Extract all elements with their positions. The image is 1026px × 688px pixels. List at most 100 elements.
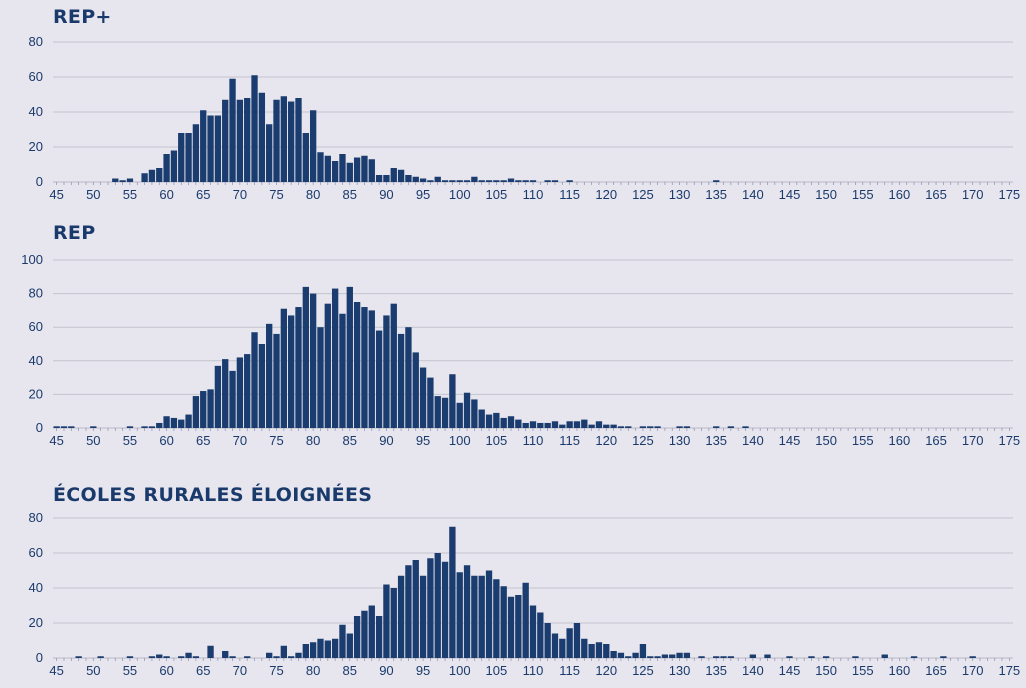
bar <box>610 651 617 658</box>
bar <box>156 654 163 658</box>
bar <box>471 575 478 658</box>
bar <box>493 180 500 182</box>
x-tick-label: 135 <box>705 187 727 202</box>
bar <box>485 570 493 658</box>
bar <box>713 656 720 658</box>
bar <box>412 560 419 658</box>
x-tick-label: 140 <box>742 433 764 448</box>
bar <box>266 323 273 428</box>
bar <box>698 656 705 658</box>
bar <box>463 565 471 658</box>
bar <box>200 110 207 182</box>
bar <box>632 652 639 658</box>
x-tick-label: 95 <box>416 433 430 448</box>
y-tick-label: 80 <box>29 510 43 525</box>
x-tick-label: 110 <box>523 663 544 678</box>
bar <box>280 645 288 658</box>
x-tick-label: 140 <box>742 663 764 678</box>
bar <box>244 656 251 658</box>
y-tick-label: 60 <box>29 545 43 560</box>
bar <box>515 180 522 182</box>
y-tick-label: 0 <box>36 174 43 189</box>
bar <box>720 656 727 658</box>
bar <box>229 656 236 658</box>
bar <box>764 654 771 658</box>
x-tick-label: 160 <box>889 187 911 202</box>
bar <box>544 623 551 658</box>
y-tick-label: 100 <box>21 252 43 267</box>
bar <box>456 572 463 658</box>
bar <box>339 313 346 428</box>
bar <box>170 417 178 428</box>
bar <box>493 579 500 658</box>
bar <box>529 421 537 428</box>
bar <box>339 154 346 182</box>
bar <box>581 419 588 428</box>
bar <box>141 173 148 182</box>
bar <box>441 397 449 428</box>
bar <box>625 656 632 658</box>
bar <box>713 180 720 182</box>
x-tick-label: 135 <box>705 433 727 448</box>
chart-rep-plus: REP+ 0 20 40 60 80 45 50 55 60 65 70 75 80 85 90 95 100 1… <box>0 6 1026 206</box>
bar <box>280 96 288 182</box>
chart-svg-ecoles-rurales: 0 20 40 60 80 45 50 55 60 65 70 75 80 85 90 95 100 105 110… <box>29 510 1021 678</box>
bar <box>449 526 456 658</box>
bar <box>537 422 544 428</box>
bar <box>405 565 412 658</box>
bar <box>361 155 368 182</box>
bar <box>156 422 163 428</box>
bar <box>581 638 588 658</box>
bar <box>266 652 273 658</box>
bar <box>163 656 170 658</box>
x-tick-label: 115 <box>559 433 580 448</box>
x-tick-label: 155 <box>852 187 874 202</box>
y-tick-label: 0 <box>36 650 43 665</box>
y-tick-label: 20 <box>29 139 43 154</box>
bar <box>610 424 617 428</box>
bar <box>317 327 324 428</box>
x-tick-label: 130 <box>669 663 691 678</box>
bar <box>478 575 485 658</box>
bar <box>207 389 214 428</box>
x-tick-label: 125 <box>632 433 654 448</box>
bar <box>639 644 647 658</box>
bar <box>529 180 537 182</box>
bar <box>192 396 200 428</box>
bar <box>463 180 471 182</box>
x-tick-label: 145 <box>779 433 801 448</box>
bar <box>97 656 104 658</box>
bar <box>683 652 691 658</box>
bar <box>163 154 170 182</box>
bar <box>368 605 375 658</box>
x-tick-label: 145 <box>779 187 801 202</box>
x-tick-label: 125 <box>632 187 654 202</box>
bar <box>625 426 632 428</box>
bar <box>353 616 361 658</box>
bar <box>185 133 192 182</box>
x-tick-label: 115 <box>559 187 580 202</box>
bar <box>573 421 581 428</box>
bar <box>617 652 625 658</box>
bar <box>603 424 610 428</box>
y-tick-label: 80 <box>29 34 43 49</box>
bar <box>786 656 793 658</box>
x-tick-label: 170 <box>962 663 984 678</box>
x-tick-label: 130 <box>669 187 691 202</box>
bar <box>654 426 661 428</box>
bar <box>309 293 317 428</box>
x-tick-label: 145 <box>779 663 801 678</box>
bar <box>559 638 566 658</box>
bar <box>390 168 397 182</box>
bar <box>449 374 456 428</box>
x-tick-label: 165 <box>925 433 947 448</box>
bar <box>141 426 148 428</box>
bar <box>383 584 390 658</box>
x-tick-label: 55 <box>123 663 137 678</box>
bar <box>603 644 610 658</box>
bar <box>288 315 295 428</box>
x-tick-label: 105 <box>486 433 508 448</box>
x-tick-label: 90 <box>379 663 393 678</box>
bar <box>192 124 200 182</box>
bar <box>419 178 427 182</box>
